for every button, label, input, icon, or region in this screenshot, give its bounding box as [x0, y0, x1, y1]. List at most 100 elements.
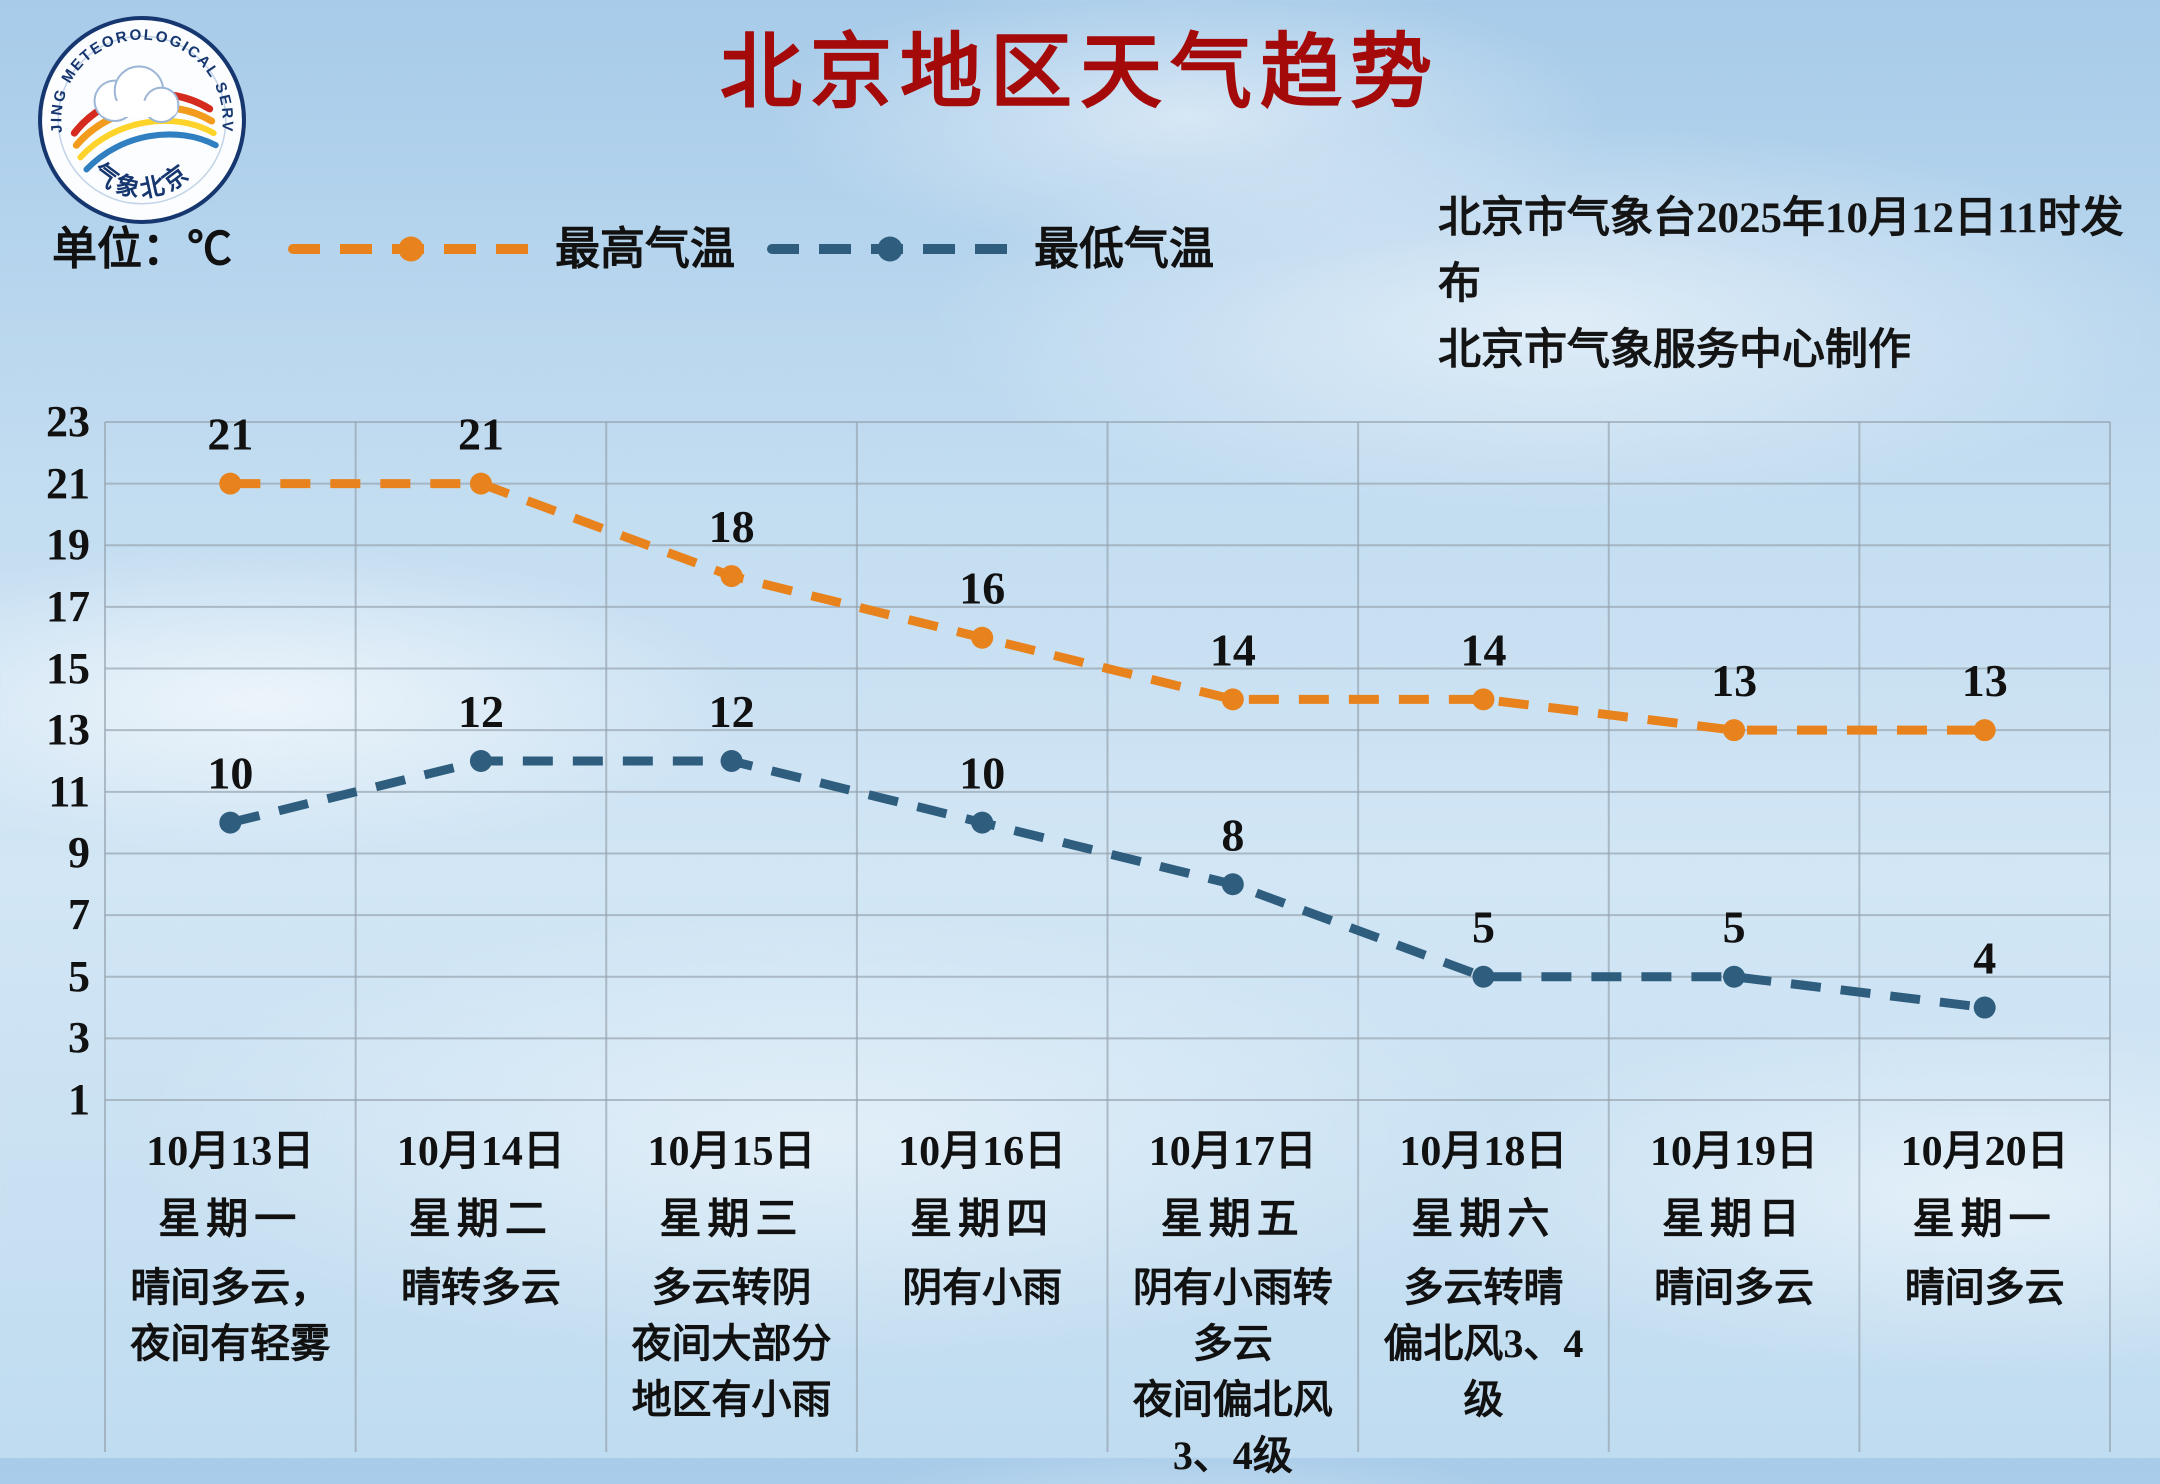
unit-label: 单位：℃: [52, 223, 233, 274]
data-point-high: [971, 626, 994, 649]
condition-label: 晴间多云: [1904, 1265, 2065, 1310]
data-point-low: [1472, 965, 1495, 988]
weekday-label: 星期六: [1411, 1197, 1556, 1243]
data-point-label: 13: [1962, 655, 2008, 706]
weekday-label: 星期一: [1912, 1197, 2057, 1243]
data-point-high: [1723, 719, 1746, 742]
data-point-high: [469, 472, 492, 495]
data-point-high: [219, 472, 242, 495]
logo-emblem: BEIJING METEOROLOGICAL SERVICE 气象北京: [30, 1, 246, 224]
data-point-high: [1472, 688, 1495, 711]
day-column-6: 10月18日 星期六多云转晴 偏北风3、4级: [1358, 1128, 1609, 1428]
logo-inner-ring: [57, 35, 227, 205]
weekday-label: 星期二: [408, 1197, 553, 1243]
data-point-high: [1221, 688, 1244, 711]
issue-info: 北京市气象台2025年10月12日11时发布 北京市气象服务中心制作: [1438, 186, 2160, 384]
condition-label: 阴有小雨转多云 夜间偏北风3、4级: [1132, 1265, 1333, 1478]
date-label: 10月17日: [1148, 1129, 1317, 1175]
weekday-label: 星期四: [910, 1197, 1055, 1243]
legend-label-high: 最高气温: [555, 223, 736, 274]
y-axis-tick-label: 17: [46, 581, 90, 631]
data-point-low: [971, 811, 994, 834]
data-point-label: 14: [1460, 624, 1506, 675]
data-point-label: 10: [959, 748, 1005, 799]
issue-line-2: 北京市气象服务中心制作: [1438, 327, 1911, 374]
legend-item-high: 最高气温: [288, 220, 735, 278]
data-point-label: 8: [1221, 809, 1244, 860]
data-point-label: 21: [458, 409, 504, 460]
data-point-label: 10: [207, 748, 253, 799]
low-temp-dot-icon: [877, 236, 903, 262]
data-point-label: 21: [207, 409, 253, 460]
y-axis-tick-label: 13: [46, 705, 90, 755]
y-axis-tick-label: 9: [68, 828, 90, 878]
weekday-label: 星期三: [659, 1197, 804, 1243]
data-point-label: 13: [1711, 655, 1757, 706]
legend-label-low: 最低气温: [1034, 223, 1215, 274]
logo-cloud-icon: [93, 65, 180, 124]
series-line-high: [230, 479, 1985, 735]
day-column-8: 10月20日 星期一晴间多云: [1859, 1128, 2110, 1316]
y-axis-tick-label: 23: [46, 397, 90, 446]
data-point-label: 5: [1472, 902, 1495, 953]
data-point-low: [219, 811, 242, 834]
page-title: 北京地区天气趋势: [719, 27, 1440, 118]
date-label: 10月15日: [647, 1129, 816, 1175]
date-label: 10月20日: [1900, 1129, 2069, 1175]
data-point-label: 18: [709, 501, 755, 552]
weekday-label: 星期五: [1160, 1197, 1305, 1243]
condition-label: 多云转阴 夜间大部分地区有小雨: [631, 1265, 832, 1422]
data-point-label: 5: [1723, 902, 1746, 953]
date-label: 10月14日: [396, 1129, 565, 1175]
logo-outer-ring: [38, 16, 246, 224]
day-column-2: 10月14日 星期二晴转多云: [356, 1128, 607, 1316]
data-point-low: [469, 750, 492, 772]
data-point-high: [1973, 719, 1996, 742]
logo-swoosh-yellow-icon: [77, 117, 217, 161]
condition-label: 晴转多云: [400, 1265, 561, 1310]
day-column-3: 10月15日 星期三多云转阴 夜间大部分地区有小雨: [606, 1128, 857, 1428]
day-column-7: 10月19日 星期日晴间多云: [1609, 1128, 1860, 1316]
data-point-low: [720, 750, 743, 772]
y-axis-tick-label: 21: [46, 458, 90, 508]
issue-line-1: 北京市气象台2025年10月12日11时发布: [1438, 195, 2124, 308]
series-line-low: [229, 756, 1986, 1013]
weekday-label: 星期日: [1662, 1197, 1807, 1243]
condition-label: 多云转晴 偏北风3、4级: [1383, 1265, 1584, 1422]
legend: 最高气温 最低气温: [288, 220, 1214, 278]
logo-swoosh-blue-icon: [83, 131, 219, 173]
day-column-4: 10月16日 星期四阴有小雨: [857, 1128, 1108, 1316]
data-point-label: 16: [959, 563, 1005, 614]
data-point-low: [1221, 873, 1244, 896]
weekday-label: 星期一: [158, 1197, 303, 1243]
date-label: 10月13日: [146, 1129, 315, 1175]
date-label: 10月16日: [898, 1129, 1067, 1175]
data-point-high: [720, 565, 743, 588]
high-temp-dot-icon: [398, 236, 423, 262]
y-axis-tick-label: 3: [68, 1013, 90, 1063]
data-point-label: 12: [458, 686, 504, 737]
data-point-low: [1723, 965, 1746, 988]
low-temp-line-sample-icon: [767, 236, 1013, 262]
data-point-label: 14: [1210, 624, 1256, 675]
condition-label: 阴有小雨: [902, 1265, 1063, 1310]
date-label: 10月19日: [1650, 1129, 1819, 1175]
day-column-5: 10月17日 星期五阴有小雨转多云 夜间偏北风3、4级: [1108, 1128, 1359, 1484]
logo: BEIJING METEOROLOGICAL SERVICE 气象北京: [30, 1, 248, 226]
day-column-1: 10月13日 星期一晴间多云，夜间有轻雾: [105, 1128, 356, 1372]
high-temp-line-sample-icon: [288, 236, 533, 262]
y-axis-tick-label: 5: [68, 951, 90, 1001]
condition-label: 晴间多云: [1654, 1265, 1815, 1310]
data-point-label: 12: [709, 686, 755, 737]
date-label: 10月18日: [1399, 1129, 1568, 1175]
y-axis-tick-label: 11: [48, 766, 90, 816]
data-point-label: 4: [1973, 933, 1996, 984]
y-axis-tick-label: 15: [46, 643, 90, 693]
y-axis-tick-label: 1: [68, 1075, 90, 1124]
legend-item-low: 最低气温: [767, 220, 1214, 278]
y-axis-tick-label: 19: [46, 520, 90, 570]
condition-label: 晴间多云，夜间有轻雾: [130, 1265, 331, 1366]
